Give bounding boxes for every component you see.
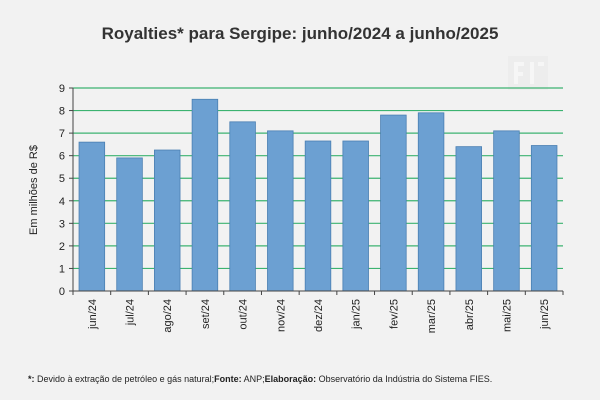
bar-set-24	[191, 98, 219, 292]
footnote-elaboration-label: Elaboração:	[264, 374, 317, 384]
footnote-source-label: Fonte:	[214, 374, 242, 384]
bar-jun-24	[78, 141, 106, 292]
y-tick-label: 6	[59, 151, 65, 163]
bar-ago-24	[154, 149, 181, 292]
x-tick-label: dez/24	[313, 299, 325, 332]
y-tick-label: 2	[59, 241, 65, 253]
fies-logo-watermark	[508, 56, 548, 90]
y-tick-label: 8	[59, 106, 65, 118]
footnote-marker: *:	[28, 374, 35, 384]
bar-jun-25	[530, 145, 558, 292]
footnote: *: Devido à extração de petróleo e gás n…	[28, 374, 492, 384]
x-tick-label: jun/24	[87, 299, 99, 330]
footnote-text: Devido à extração de petróleo e gás natu…	[34, 374, 215, 384]
x-tick-label: set/24	[200, 299, 212, 329]
y-tick-label: 7	[59, 128, 65, 140]
y-tick-label: 4	[59, 196, 65, 208]
bar-mai-25	[493, 130, 520, 292]
x-tick-label: nov/24	[275, 299, 287, 332]
footnote-elaboration-text: Observatório da Indústria do Sistema FIE…	[316, 374, 493, 384]
bar-nov-24	[267, 130, 294, 292]
bar-mar-25	[417, 112, 445, 292]
x-tick-label: fev/25	[388, 299, 400, 329]
x-tick-label: jun/25	[539, 299, 551, 330]
x-tick-label: ago/24	[162, 299, 174, 333]
x-tick-label: mai/25	[501, 299, 513, 332]
x-tick-label: mar/25	[426, 299, 438, 333]
y-tick-label: 0	[59, 286, 65, 298]
y-tick-label: 5	[59, 173, 65, 185]
x-tick-label: jan/25	[351, 299, 363, 330]
y-tick-label: 3	[59, 218, 65, 230]
x-tick-label: out/24	[238, 299, 250, 330]
y-axis-label: Em milhões de R$	[28, 145, 40, 235]
chart-title: Royalties* para Sergipe: junho/2024 a ju…	[101, 24, 499, 43]
x-tick-label: abr/25	[464, 299, 476, 330]
x-tick-label: jul/24	[125, 299, 137, 326]
bar-jan-25	[342, 140, 369, 292]
y-tick-label: 1	[59, 263, 65, 275]
bar-out-24	[229, 121, 256, 292]
bar-abr-25	[455, 146, 482, 292]
footnote-source-text: ANP;	[241, 374, 265, 384]
bar-fev-25	[380, 114, 407, 292]
bar-jul-24	[116, 157, 143, 292]
y-tick-label: 9	[59, 83, 65, 95]
bar-dez-24	[304, 140, 332, 292]
